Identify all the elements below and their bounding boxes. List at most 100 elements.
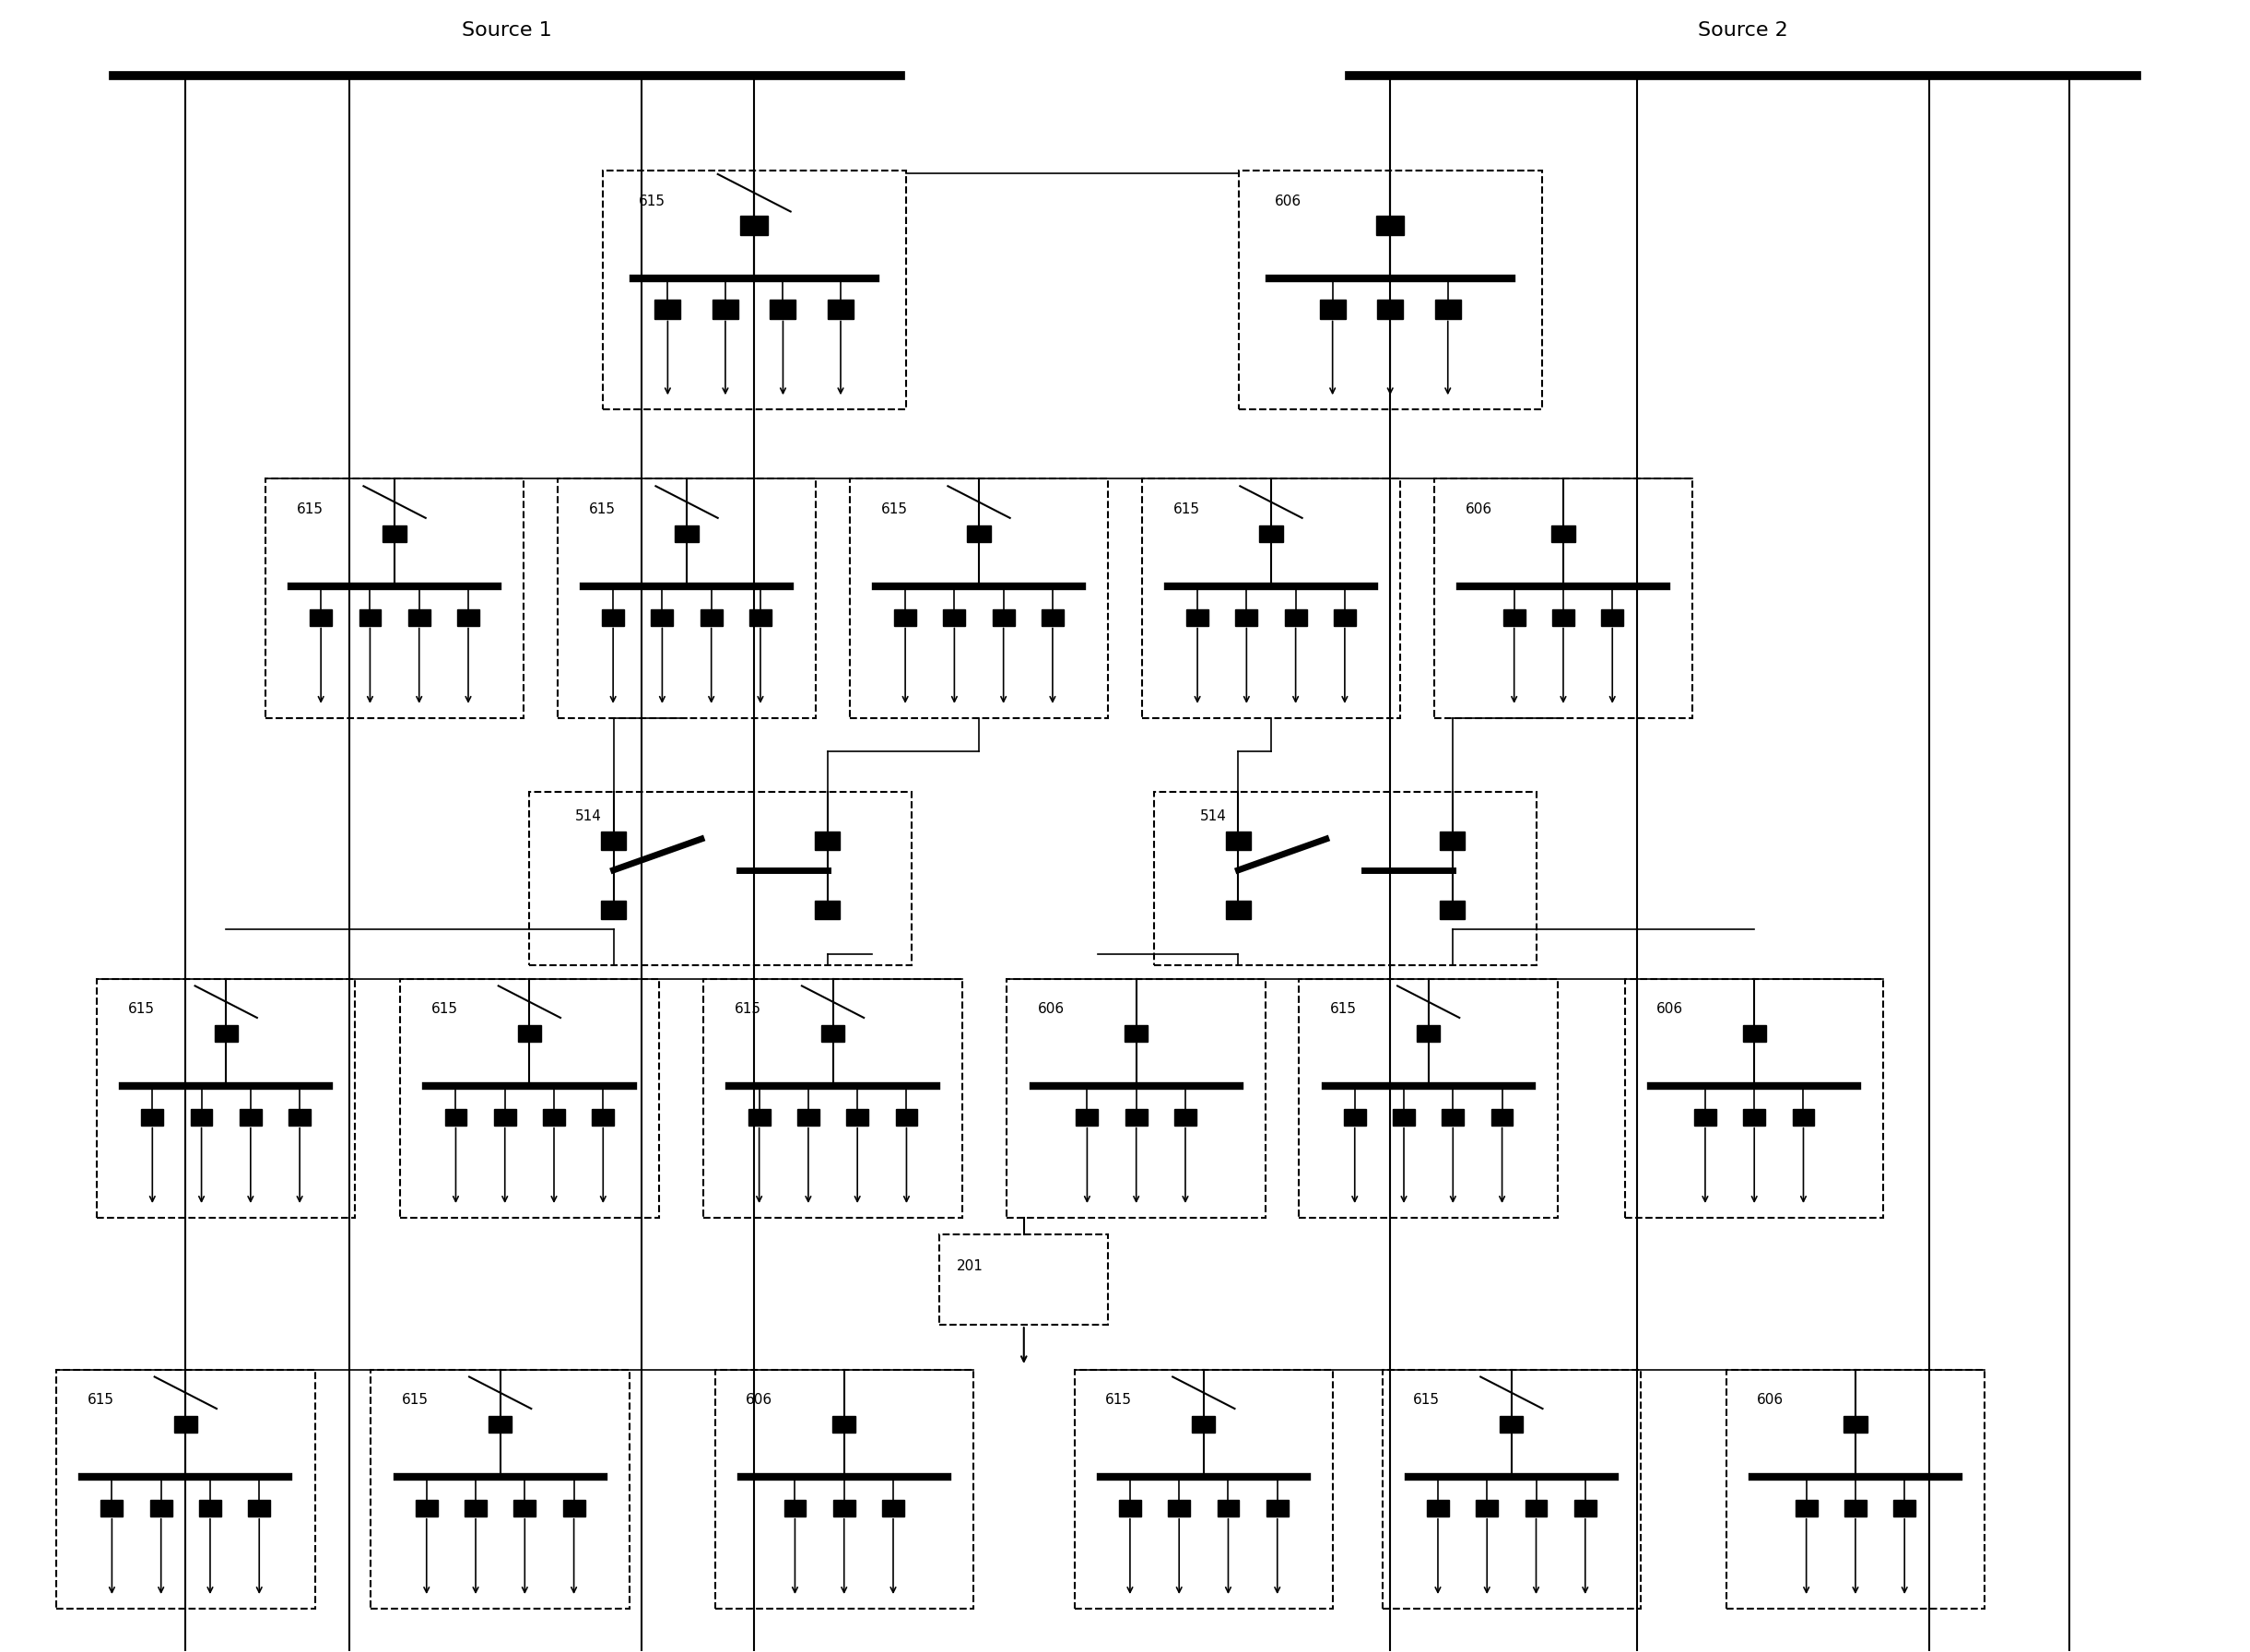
Bar (1382, 1370, 1640, 1609)
Bar (821, 1024, 844, 1042)
Bar (1602, 610, 1622, 626)
Bar (173, 1416, 198, 1432)
Bar (1796, 1500, 1818, 1517)
Text: 201: 201 (956, 1259, 983, 1274)
Bar (1377, 215, 1404, 235)
Bar (1440, 831, 1465, 849)
Text: 615: 615 (1172, 502, 1199, 517)
Bar (700, 610, 722, 626)
Text: Source 1: Source 1 (461, 21, 551, 40)
Bar (1426, 1500, 1449, 1517)
Bar (1895, 1500, 1915, 1517)
Bar (770, 299, 796, 319)
Bar (603, 610, 623, 626)
Bar (1168, 1500, 1190, 1517)
Bar (1226, 831, 1251, 849)
Bar (1334, 610, 1357, 626)
Bar (650, 610, 673, 626)
Bar (1377, 299, 1404, 319)
Bar (248, 1500, 270, 1517)
Bar (1476, 1500, 1499, 1517)
Bar (1793, 1108, 1814, 1125)
Text: 615: 615 (432, 1003, 459, 1016)
Bar (416, 1500, 436, 1517)
Bar (488, 1416, 511, 1432)
Text: 615: 615 (1330, 1003, 1357, 1016)
Bar (655, 299, 679, 319)
Bar (1503, 610, 1526, 626)
Bar (704, 978, 963, 1218)
Bar (850, 479, 1109, 719)
Bar (1843, 1416, 1868, 1432)
Text: 606: 606 (1656, 1003, 1683, 1016)
Bar (1526, 1500, 1548, 1517)
Bar (1285, 610, 1307, 626)
Bar (796, 1108, 819, 1125)
Bar (1575, 1500, 1595, 1517)
Text: 606: 606 (1757, 1393, 1784, 1408)
Bar (1624, 978, 1883, 1218)
Bar (1694, 1108, 1717, 1125)
Bar (1726, 1370, 1984, 1609)
Bar (1744, 1108, 1766, 1125)
Text: 615: 615 (1105, 1393, 1132, 1408)
Bar (828, 299, 853, 319)
Bar (56, 1370, 315, 1609)
Bar (716, 1370, 974, 1609)
Bar (529, 793, 911, 965)
Bar (407, 610, 430, 626)
Bar (1492, 1108, 1512, 1125)
Bar (101, 1500, 124, 1517)
Bar (603, 170, 907, 410)
Bar (1154, 793, 1537, 965)
Bar (1321, 299, 1346, 319)
Text: 615: 615 (734, 1003, 761, 1016)
Bar (1418, 1024, 1440, 1042)
Bar (1393, 1108, 1415, 1125)
Bar (142, 1108, 164, 1125)
Bar (1442, 1108, 1465, 1125)
Bar (940, 1234, 1109, 1325)
Bar (1125, 1024, 1148, 1042)
Bar (382, 525, 407, 542)
Bar (1008, 978, 1264, 1218)
Bar (191, 1108, 212, 1125)
Bar (1235, 610, 1258, 626)
Bar (518, 1024, 540, 1042)
Bar (1433, 479, 1692, 719)
Bar (832, 1416, 855, 1432)
Bar (1174, 1108, 1197, 1125)
Bar (1552, 610, 1575, 626)
Bar (1042, 610, 1064, 626)
Bar (151, 1500, 171, 1517)
Bar (1436, 299, 1460, 319)
Text: 514: 514 (1199, 809, 1226, 823)
Bar (542, 1108, 565, 1125)
Text: 606: 606 (1276, 195, 1303, 208)
Bar (310, 610, 333, 626)
Bar (371, 1370, 630, 1609)
Bar (832, 1500, 855, 1517)
Text: 615: 615 (1413, 1393, 1440, 1408)
Bar (882, 1500, 904, 1517)
Bar (1076, 1108, 1098, 1125)
Text: 606: 606 (745, 1393, 772, 1408)
Bar (360, 610, 380, 626)
Bar (288, 1108, 310, 1125)
Bar (846, 1108, 868, 1125)
Bar (1552, 525, 1575, 542)
Bar (1217, 1500, 1240, 1517)
Bar (740, 215, 767, 235)
Bar (457, 610, 479, 626)
Bar (814, 831, 839, 849)
Bar (943, 610, 965, 626)
Bar (1125, 1108, 1148, 1125)
Bar (466, 1500, 486, 1517)
Bar (1744, 1024, 1766, 1042)
Text: 615: 615 (880, 502, 907, 517)
Bar (1186, 610, 1208, 626)
Bar (1238, 170, 1541, 410)
Bar (601, 900, 626, 919)
Bar (238, 1108, 261, 1125)
Text: 615: 615 (590, 502, 614, 517)
